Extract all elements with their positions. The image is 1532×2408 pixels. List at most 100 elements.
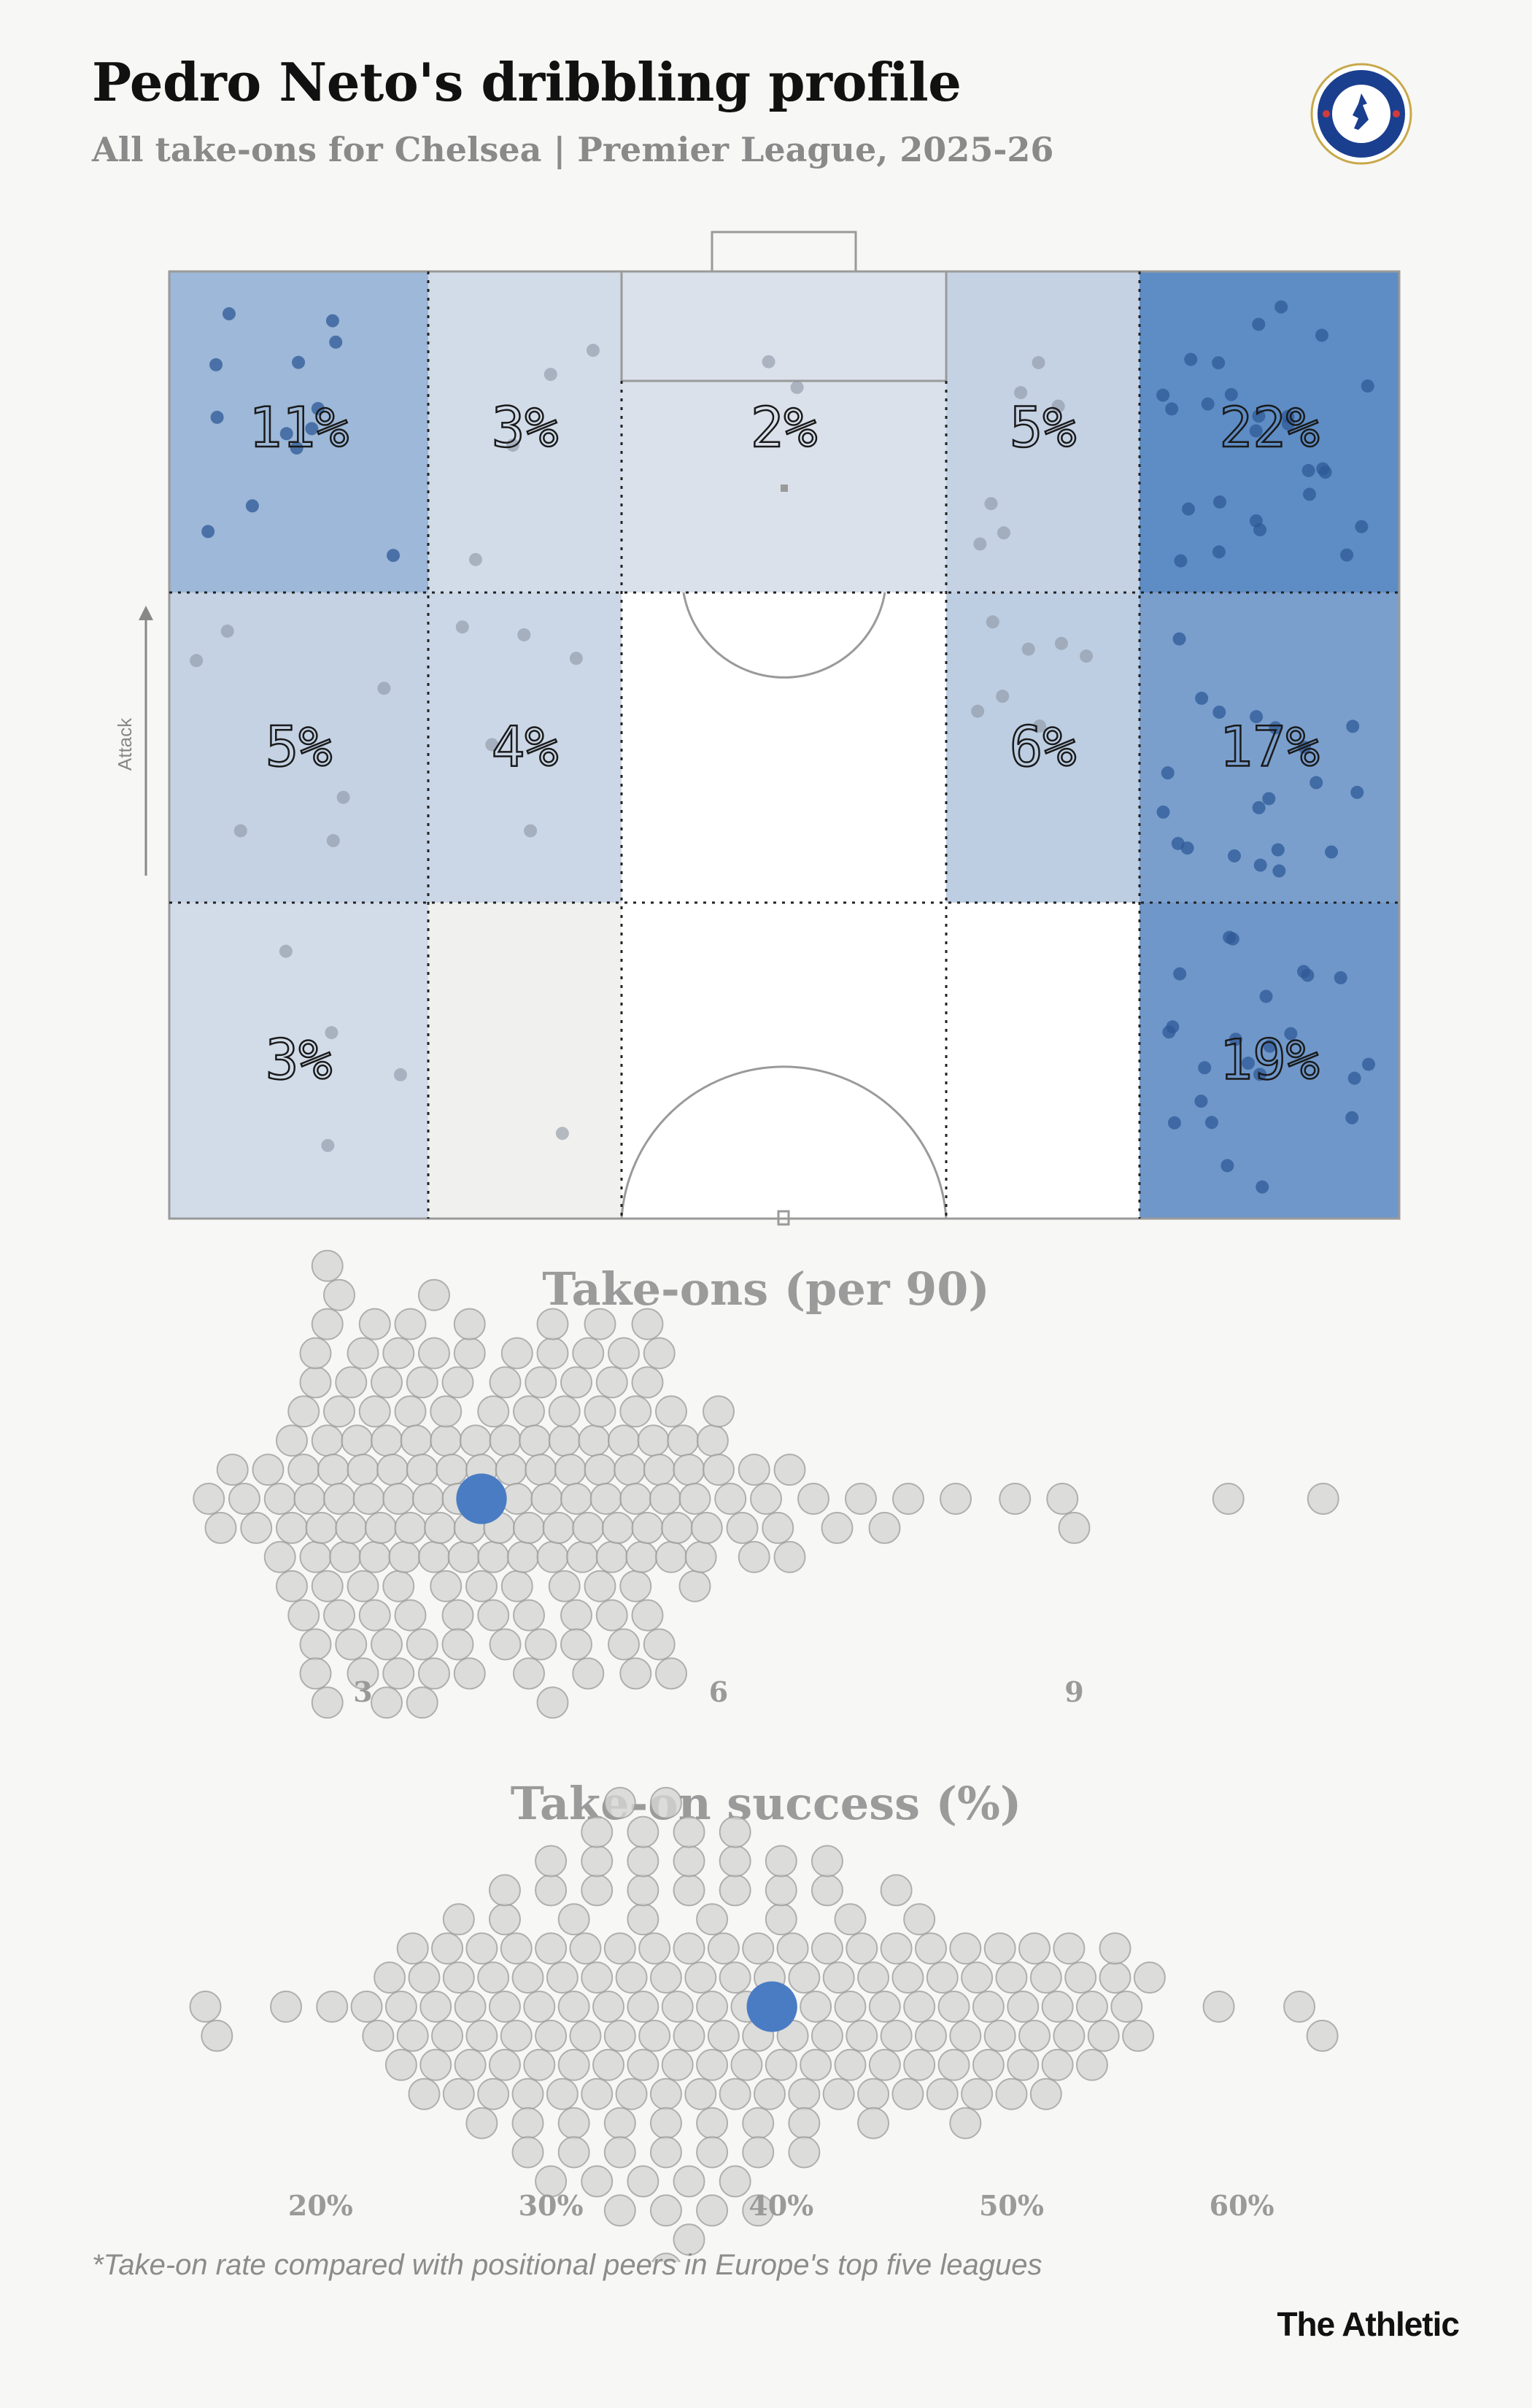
- peer-dot: [581, 1845, 614, 1878]
- zone-label: 5%: [1010, 395, 1077, 460]
- peer-dot: [1075, 2048, 1108, 2081]
- peer-dot: [846, 2019, 878, 2052]
- peer-dot: [673, 1932, 705, 1965]
- peer-dot: [252, 1454, 285, 1486]
- takeon-dot: [1173, 967, 1187, 981]
- takeon-dot: [1345, 1111, 1359, 1124]
- peer-dot: [523, 2048, 556, 2081]
- zone-r2-c0: [169, 903, 428, 1219]
- peer-dot: [857, 1961, 890, 1994]
- peer-dot: [511, 1961, 544, 1994]
- peer-dot: [773, 1454, 806, 1486]
- peer-dot: [560, 1366, 592, 1399]
- takeon-dot: [586, 344, 600, 358]
- takeon-dot: [1252, 409, 1266, 423]
- peer-dot: [754, 2077, 786, 2110]
- peer-dot: [603, 1786, 636, 1819]
- peer-dot: [788, 2107, 821, 2139]
- peer-dot: [396, 2019, 429, 2052]
- tick-label: 9: [1064, 1675, 1083, 1708]
- peer-dot: [1029, 2077, 1062, 2110]
- peer-dot: [765, 2048, 797, 2081]
- takeon-dot: [1301, 463, 1315, 477]
- peer-dot: [371, 1366, 403, 1399]
- peer-dot: [569, 1932, 602, 1965]
- peer-dot: [557, 1903, 590, 1936]
- takeon-dot: [1014, 386, 1028, 400]
- peer-dot: [627, 1874, 659, 1907]
- peer-dot: [707, 1932, 740, 1965]
- takeon-dot: [325, 314, 339, 328]
- peer-dot: [788, 2077, 821, 2110]
- takeon-dot: [1180, 841, 1194, 855]
- peer-dot: [834, 1903, 867, 1936]
- peer-dot: [442, 2077, 475, 2110]
- peer-dot: [738, 1540, 770, 1573]
- peer-dot: [703, 1454, 735, 1486]
- peer-dot: [811, 1845, 843, 1878]
- peer-dot: [999, 1483, 1032, 1515]
- takeon-dot: [569, 652, 583, 665]
- goal: [711, 231, 857, 273]
- peer-dot: [903, 2048, 936, 2081]
- peer-dot: [572, 1657, 605, 1690]
- peer-dot: [523, 1991, 556, 2023]
- peer-dot: [536, 1686, 569, 1719]
- peer-dot: [1046, 1483, 1079, 1515]
- peer-dot: [750, 1483, 782, 1515]
- peer-dot: [949, 2107, 982, 2139]
- peer-dot: [287, 1599, 320, 1632]
- peer-dot: [800, 1991, 832, 2023]
- takeon-dot: [1242, 1057, 1256, 1070]
- takeon-dot: [1340, 548, 1354, 562]
- peer-dot: [477, 2077, 510, 2110]
- peer-dot: [649, 1786, 682, 1819]
- takeon-dot: [1182, 502, 1196, 516]
- takeon-dot: [1361, 379, 1374, 393]
- peer-dot: [569, 2019, 602, 2052]
- peer-dot: [419, 2048, 452, 2081]
- peer-dot: [1041, 1991, 1074, 2023]
- peer-dot: [714, 1483, 747, 1515]
- peer-dot: [615, 2077, 648, 2110]
- peer-dot: [822, 1961, 855, 1994]
- zone-r1-c3: [946, 593, 1140, 903]
- tick-label: 60%: [1210, 2189, 1274, 2222]
- peer-dot: [619, 1657, 652, 1690]
- peer-dot: [1306, 2019, 1339, 2052]
- takeon-dot: [997, 526, 1010, 540]
- zone-label: 17%: [1219, 714, 1319, 779]
- peer-dot: [972, 1991, 1005, 2023]
- peer-dot: [418, 1278, 450, 1311]
- peer-dot: [603, 2107, 636, 2139]
- peer-dot: [834, 2048, 867, 2081]
- peer-dot: [465, 1570, 498, 1602]
- takeon-dot: [1297, 741, 1311, 755]
- takeon-dot: [220, 624, 234, 638]
- peer-dot: [525, 1628, 557, 1661]
- zone-r0-c4: [1140, 271, 1399, 593]
- takeon-dot: [1161, 766, 1175, 780]
- peer-dot: [696, 2136, 729, 2169]
- peer-dot: [488, 1991, 521, 2023]
- zone-r0-c1: [428, 271, 622, 593]
- peer-dot: [643, 1337, 676, 1370]
- peer-dot: [442, 1903, 475, 1936]
- peer-dot: [263, 1540, 296, 1573]
- zone-r0-c2: [622, 271, 946, 593]
- takeon-dot: [1274, 300, 1288, 314]
- peer-dot: [603, 2194, 636, 2227]
- peer-dot: [592, 1991, 625, 2023]
- peer-dot: [707, 2019, 740, 2052]
- takeon-dot: [1346, 719, 1360, 733]
- peer-dot: [228, 1483, 260, 1515]
- peer-dot: [525, 1366, 557, 1399]
- takeon-dot: [1253, 1068, 1267, 1081]
- peer-dot: [845, 1483, 877, 1515]
- takeon-dot: [326, 834, 340, 848]
- peer-dot: [776, 1932, 809, 1965]
- peer-dot: [655, 1395, 687, 1428]
- peer-dot: [972, 2048, 1005, 2081]
- takeon-dot: [1167, 1116, 1181, 1130]
- takeon-dot: [1334, 970, 1347, 984]
